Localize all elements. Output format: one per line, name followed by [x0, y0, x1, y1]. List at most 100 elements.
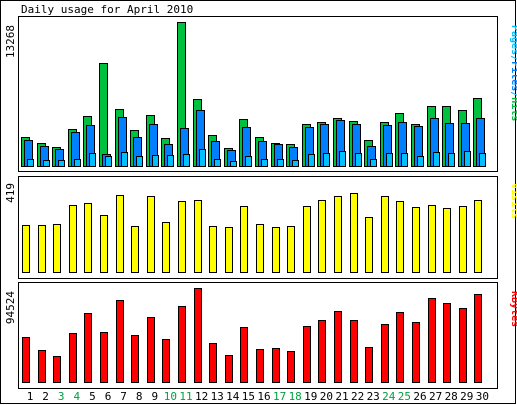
bar-kbytes-day-14: [225, 355, 233, 383]
bar-pages-day-24: [386, 153, 393, 167]
day-label: 20: [320, 390, 333, 403]
y-max-label: 419: [4, 183, 17, 203]
bar-pages-day-26: [417, 156, 424, 167]
legend-label: Visits: [509, 183, 517, 219]
bar-kbytes-day-5: [84, 313, 92, 383]
chart-panels: 13268Pages/Files/Hits419Visits94524KByte…: [4, 16, 517, 389]
bar-pages-day-13: [214, 159, 221, 167]
legend-label: Pages/Files/Hits: [509, 25, 517, 121]
bar-visits-day-14: [225, 227, 233, 273]
bar-kbytes-day-28: [443, 303, 451, 383]
bar-visits-day-18: [287, 226, 295, 273]
day-label: 18: [289, 390, 302, 403]
bar-visits-day-29: [459, 206, 467, 273]
day-label: 28: [445, 390, 458, 403]
day-label: 24: [382, 390, 396, 403]
bar-pages-day-19: [308, 154, 315, 167]
day-label: 19: [304, 390, 317, 403]
bar-kbytes-day-22: [350, 320, 358, 383]
legend-part: Files: [509, 61, 517, 91]
bar-pages-day-21: [339, 151, 346, 167]
bar-visits-day-8: [131, 226, 139, 273]
bar-visits-day-22: [350, 193, 358, 273]
bar-pages-day-27: [433, 152, 440, 167]
bar-pages-day-14: [230, 161, 237, 167]
day-axis: 1 2 3 4 5 6 7 8 9 10 11 12 13 14 15 16 17 18 19 20 21 22 23 24 2…: [27, 390, 489, 403]
bar-pages-day-10: [167, 155, 174, 167]
bar-pages-day-2: [43, 160, 50, 167]
day-label: 14: [226, 390, 240, 403]
bar-pages-day-3: [58, 160, 65, 167]
panel-visits: 419 Visits: [4, 176, 517, 279]
bar-pages-day-18: [292, 160, 299, 167]
day-label: 10: [164, 390, 177, 403]
bar-visits-day-3: [53, 224, 61, 273]
day-label: 8: [136, 390, 143, 403]
bar-kbytes-day-30: [474, 294, 482, 383]
y-max-label: 13268: [4, 25, 17, 58]
bar-pages-day-29: [464, 151, 471, 167]
bar-visits-day-23: [365, 217, 373, 273]
bar-visits-day-7: [116, 195, 124, 273]
bar-pages-day-28: [448, 153, 455, 167]
bar-visits-day-19: [303, 206, 311, 273]
bar-visits-day-26: [412, 207, 420, 273]
day-label: 17: [273, 390, 286, 403]
bar-visits-day-1: [22, 225, 30, 273]
bar-pages-day-7: [121, 152, 128, 167]
day-label: 12: [195, 390, 208, 403]
bar-kbytes-day-9: [147, 317, 155, 383]
legend-part: Pages: [509, 25, 517, 55]
legend-part: Hits: [509, 97, 517, 121]
day-label: 3: [58, 390, 65, 403]
legend-part: /: [509, 55, 517, 61]
bar-pages-day-23: [370, 159, 377, 167]
chart-title: Daily usage for April 2010: [21, 3, 193, 16]
bar-kbytes-day-13: [209, 343, 217, 383]
day-label: 26: [413, 390, 426, 403]
day-label: 15: [242, 390, 255, 403]
bar-pages-day-20: [323, 153, 330, 167]
bar-pages-day-12: [199, 149, 206, 167]
bar-kbytes-day-11: [178, 306, 186, 383]
day-label: 6: [105, 390, 112, 403]
bar-visits-day-9: [147, 196, 155, 273]
day-label: 11: [179, 390, 192, 403]
bar-kbytes-day-29: [459, 308, 467, 383]
bar-visits-day-24: [381, 196, 389, 273]
bar-visits-day-2: [38, 225, 46, 273]
day-label: 5: [89, 390, 96, 403]
bar-kbytes-day-15: [240, 327, 248, 383]
bar-visits-day-4: [69, 205, 77, 273]
day-label: 1: [27, 390, 34, 403]
bar-kbytes-day-1: [22, 337, 30, 383]
day-label: 21: [335, 390, 348, 403]
bar-pages-day-22: [355, 153, 362, 167]
day-label: 25: [398, 390, 411, 403]
bar-kbytes-day-17: [272, 348, 280, 383]
bar-visits-day-30: [474, 200, 482, 273]
day-label: 22: [351, 390, 364, 403]
bar-pages-day-16: [261, 159, 268, 167]
bar-visits-day-5: [84, 203, 92, 273]
bar-kbytes-day-10: [162, 339, 170, 383]
bar-visits-day-27: [428, 205, 436, 273]
bar-visits-day-10: [162, 222, 170, 273]
day-label: 16: [257, 390, 270, 403]
bar-kbytes-day-12: [194, 288, 202, 383]
bar-visits-day-20: [318, 200, 326, 273]
bar-kbytes-day-20: [318, 320, 326, 383]
day-label: 7: [120, 390, 127, 403]
day-label: 29: [460, 390, 473, 403]
bar-visits-day-11: [178, 201, 186, 273]
bar-pages-day-9: [152, 155, 159, 167]
legend-part: KBytes: [509, 291, 517, 327]
legend-label: KBytes: [509, 291, 517, 327]
bar-pages-day-4: [74, 159, 81, 167]
legend-part: Visits: [509, 183, 517, 219]
bar-kbytes-day-18: [287, 351, 295, 383]
bar-kbytes-day-21: [334, 311, 342, 383]
bar-kbytes-day-7: [116, 300, 124, 383]
